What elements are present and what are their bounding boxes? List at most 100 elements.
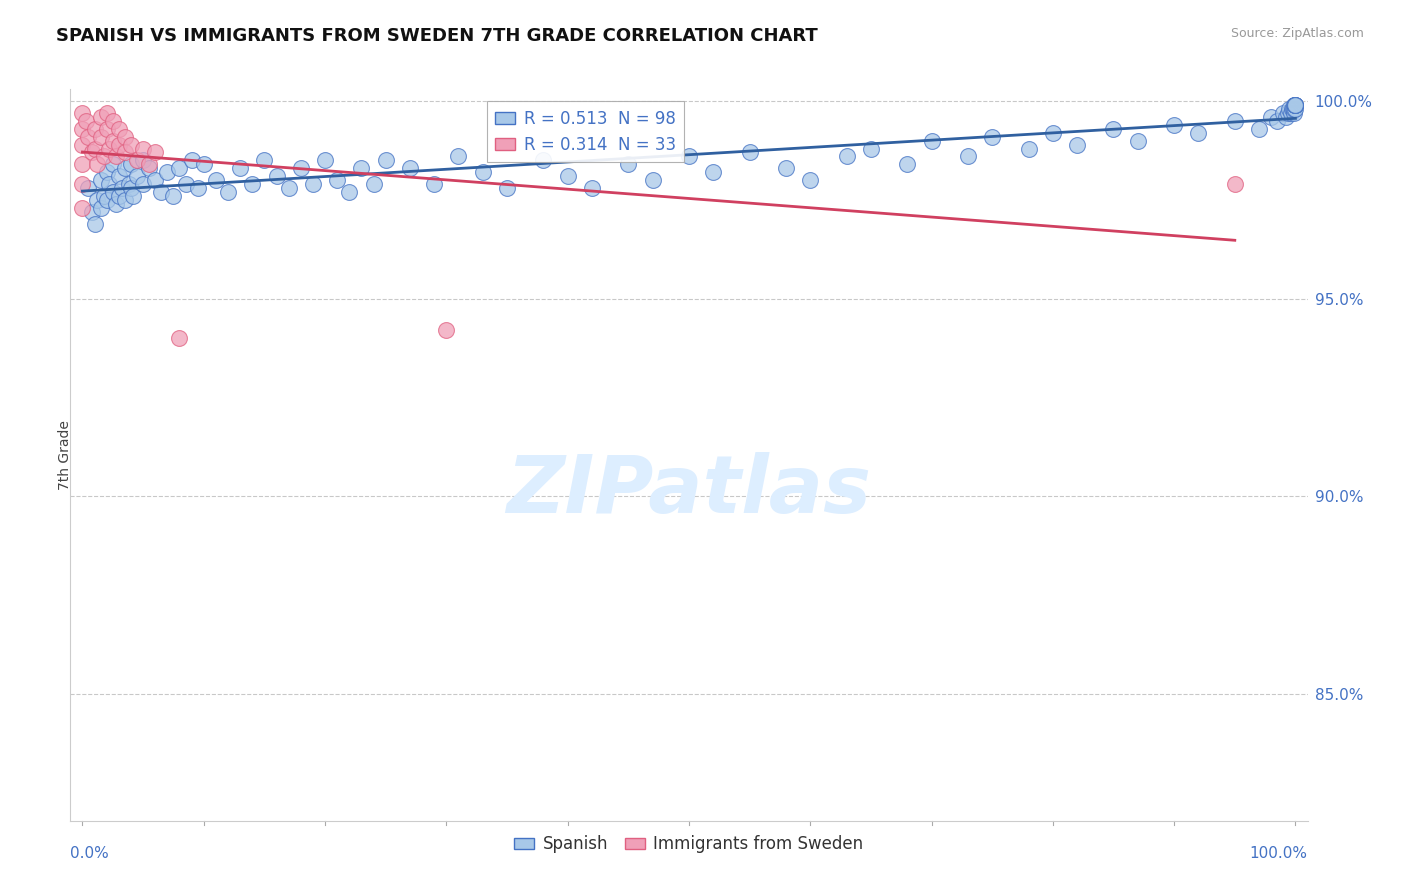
Point (72, 137, 94, 152)
Point (156, 165, 179, 179)
Point (169, 161, 191, 176)
Point (108, 137, 131, 152)
Point (496, 181, 519, 195)
Point (859, 141, 882, 155)
Point (143, 173, 166, 187)
Point (86, 157, 108, 171)
Point (302, 177, 325, 191)
Point (1284, 98, 1306, 112)
Point (77, 129, 100, 144)
Point (1279, 106, 1302, 120)
Point (96, 165, 118, 179)
Point (1126, 134, 1149, 148)
Point (921, 134, 943, 148)
Point (240, 177, 263, 191)
Point (775, 161, 797, 176)
Point (1284, 98, 1306, 112)
Point (187, 181, 209, 195)
Point (581, 181, 603, 195)
Point (1265, 113, 1288, 128)
Point (96, 121, 118, 136)
Point (96, 106, 118, 120)
Point (1260, 110, 1282, 124)
Point (1284, 98, 1306, 112)
Point (114, 145, 136, 160)
Point (678, 149, 700, 163)
Point (169, 331, 191, 345)
Point (125, 169, 148, 184)
Point (1284, 98, 1306, 112)
Point (132, 141, 155, 155)
Point (98, 141, 121, 155)
Point (193, 157, 215, 171)
Point (1247, 121, 1270, 136)
Point (1042, 126, 1064, 140)
Legend: Spanish, Immigrants from Sweden: Spanish, Immigrants from Sweden (508, 829, 870, 860)
Point (90, 173, 112, 187)
Point (120, 137, 142, 152)
Point (617, 157, 640, 171)
Point (101, 134, 124, 148)
Point (1272, 106, 1295, 120)
Point (531, 153, 554, 168)
Point (557, 169, 579, 184)
Point (423, 177, 446, 191)
Point (835, 149, 858, 163)
Point (399, 161, 422, 176)
Point (799, 173, 821, 187)
Point (120, 157, 142, 171)
Text: 0.0%: 0.0% (70, 847, 110, 862)
Point (101, 113, 124, 128)
Point (1278, 102, 1301, 116)
Point (75, 113, 97, 128)
Point (1187, 126, 1209, 140)
Point (1281, 102, 1303, 116)
Point (105, 149, 128, 163)
Point (72, 201, 94, 215)
Point (72, 121, 94, 136)
Point (120, 181, 142, 195)
Point (641, 173, 664, 187)
Point (1018, 141, 1040, 155)
Point (434, 323, 457, 337)
Point (471, 165, 494, 179)
Y-axis label: 7th Grade: 7th Grade (58, 420, 72, 490)
Point (180, 153, 202, 168)
Point (143, 145, 166, 160)
Point (266, 169, 288, 184)
Point (72, 106, 94, 120)
Point (132, 177, 155, 191)
Point (447, 149, 470, 163)
Point (117, 177, 139, 191)
Point (337, 185, 360, 199)
Point (217, 185, 239, 199)
Point (738, 145, 761, 160)
Point (205, 173, 228, 187)
Point (1223, 113, 1246, 128)
Point (83, 217, 105, 231)
Point (90, 129, 112, 144)
Point (138, 157, 160, 171)
Point (1284, 102, 1306, 116)
Point (981, 129, 1004, 144)
Point (314, 153, 336, 168)
Point (108, 169, 131, 184)
Point (702, 165, 724, 179)
Point (82, 145, 104, 160)
Point (93, 189, 115, 203)
Point (1284, 106, 1306, 120)
Point (374, 153, 396, 168)
Text: SPANISH VS IMMIGRANTS FROM SWEDEN 7TH GRADE CORRELATION CHART: SPANISH VS IMMIGRANTS FROM SWEDEN 7TH GR… (56, 27, 818, 45)
Point (326, 173, 349, 187)
Point (253, 153, 276, 168)
Point (1274, 110, 1296, 124)
Point (290, 161, 312, 176)
Point (1284, 98, 1306, 112)
Point (83, 121, 105, 136)
Point (114, 161, 136, 176)
Point (138, 161, 160, 176)
Point (98, 177, 121, 191)
Point (125, 153, 148, 168)
Point (277, 181, 299, 195)
Point (896, 157, 918, 171)
